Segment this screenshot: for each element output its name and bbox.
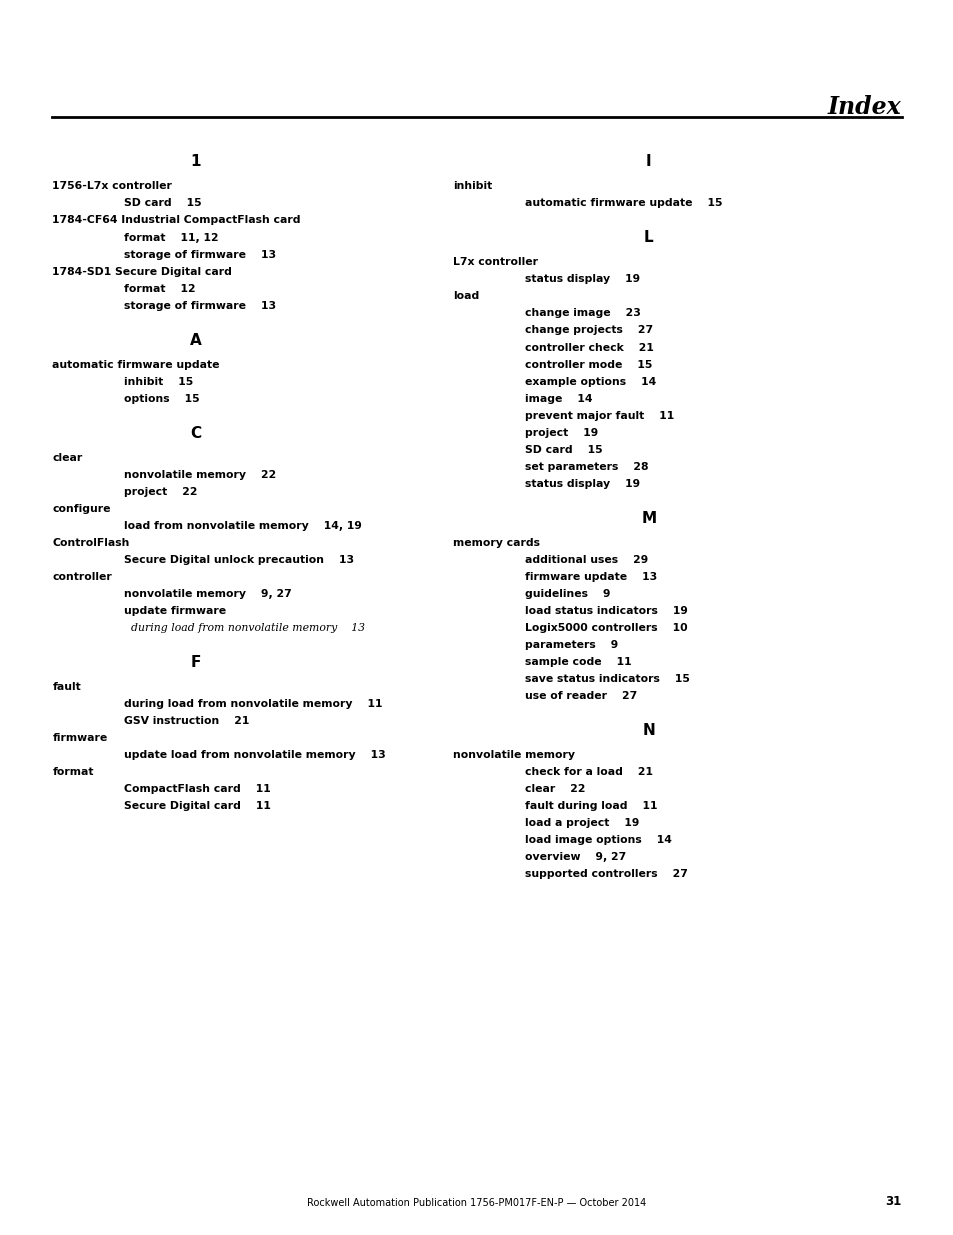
Text: overview    9, 27: overview 9, 27 xyxy=(524,852,625,862)
Text: fault: fault xyxy=(52,682,81,692)
Text: nonvolatile memory    22: nonvolatile memory 22 xyxy=(124,469,276,479)
Text: F: F xyxy=(191,655,200,669)
Text: controller check    21: controller check 21 xyxy=(524,342,653,352)
Text: sample code    11: sample code 11 xyxy=(524,657,631,667)
Text: ControlFlash: ControlFlash xyxy=(52,537,130,548)
Text: image    14: image 14 xyxy=(524,394,592,404)
Text: set parameters    28: set parameters 28 xyxy=(524,462,647,472)
Text: format    11, 12: format 11, 12 xyxy=(124,232,218,242)
Text: automatic firmware update    15: automatic firmware update 15 xyxy=(524,199,721,209)
Text: SD card    15: SD card 15 xyxy=(524,445,601,454)
Text: additional uses    29: additional uses 29 xyxy=(524,555,647,564)
Text: controller mode    15: controller mode 15 xyxy=(524,359,652,369)
Text: use of reader    27: use of reader 27 xyxy=(524,692,637,701)
Text: Rockwell Automation Publication 1756-PM017F-EN-P — October 2014: Rockwell Automation Publication 1756-PM0… xyxy=(307,1198,646,1208)
Text: Logix5000 controllers    10: Logix5000 controllers 10 xyxy=(524,622,686,634)
Text: 1756-L7x controller: 1756-L7x controller xyxy=(52,182,172,191)
Text: during load from nonvolatile memory    11: during load from nonvolatile memory 11 xyxy=(124,699,382,709)
Text: clear: clear xyxy=(52,452,83,463)
Text: 1784-SD1 Secure Digital card: 1784-SD1 Secure Digital card xyxy=(52,267,233,277)
Text: storage of firmware    13: storage of firmware 13 xyxy=(124,300,275,311)
Text: status display    19: status display 19 xyxy=(524,274,639,284)
Text: memory cards: memory cards xyxy=(453,537,539,548)
Text: save status indicators    15: save status indicators 15 xyxy=(524,674,689,684)
Text: CompactFlash card    11: CompactFlash card 11 xyxy=(124,784,271,794)
Text: C: C xyxy=(190,426,201,441)
Text: supported controllers    27: supported controllers 27 xyxy=(524,869,687,879)
Text: load status indicators    19: load status indicators 19 xyxy=(524,606,687,616)
Text: M: M xyxy=(640,511,656,526)
Text: nonvolatile memory: nonvolatile memory xyxy=(453,750,575,760)
Text: project    22: project 22 xyxy=(124,487,197,496)
Text: format    12: format 12 xyxy=(124,284,195,294)
Text: automatic firmware update: automatic firmware update xyxy=(52,359,220,369)
Text: load: load xyxy=(453,291,479,301)
Text: L7x controller: L7x controller xyxy=(453,257,537,267)
Text: during load from nonvolatile memory    13: during load from nonvolatile memory 13 xyxy=(131,622,364,634)
Text: controller: controller xyxy=(52,572,112,582)
Text: load image options    14: load image options 14 xyxy=(524,835,671,845)
Text: guidelines    9: guidelines 9 xyxy=(524,589,610,599)
Text: Secure Digital unlock precaution    13: Secure Digital unlock precaution 13 xyxy=(124,555,354,564)
Text: options    15: options 15 xyxy=(124,394,199,404)
Text: I: I xyxy=(645,154,651,169)
Text: nonvolatile memory    9, 27: nonvolatile memory 9, 27 xyxy=(124,589,292,599)
Text: example options    14: example options 14 xyxy=(524,377,656,387)
Text: 1784-CF64 Industrial CompactFlash card: 1784-CF64 Industrial CompactFlash card xyxy=(52,215,300,226)
Text: parameters    9: parameters 9 xyxy=(524,640,618,650)
Text: load from nonvolatile memory    14, 19: load from nonvolatile memory 14, 19 xyxy=(124,521,361,531)
Text: 31: 31 xyxy=(884,1194,901,1208)
Text: check for a load    21: check for a load 21 xyxy=(524,767,652,777)
Text: firmware: firmware xyxy=(52,732,108,743)
Text: Index: Index xyxy=(827,95,901,119)
Text: GSV instruction    21: GSV instruction 21 xyxy=(124,716,249,726)
Text: status display    19: status display 19 xyxy=(524,479,639,489)
Text: firmware update    13: firmware update 13 xyxy=(524,572,657,582)
Text: inhibit    15: inhibit 15 xyxy=(124,377,193,387)
Text: inhibit: inhibit xyxy=(453,182,492,191)
Text: prevent major fault    11: prevent major fault 11 xyxy=(524,411,673,421)
Text: N: N xyxy=(641,722,655,739)
Text: A: A xyxy=(190,332,201,347)
Text: configure: configure xyxy=(52,504,111,514)
Text: format: format xyxy=(52,767,94,777)
Text: Secure Digital card    11: Secure Digital card 11 xyxy=(124,802,271,811)
Text: update firmware: update firmware xyxy=(124,606,226,616)
Text: change projects    27: change projects 27 xyxy=(524,326,652,336)
Text: storage of firmware    13: storage of firmware 13 xyxy=(124,249,275,259)
Text: L: L xyxy=(643,230,653,246)
Text: change image    23: change image 23 xyxy=(524,309,639,319)
Text: project    19: project 19 xyxy=(524,427,598,437)
Text: load a project    19: load a project 19 xyxy=(524,818,639,829)
Text: 1: 1 xyxy=(190,154,201,169)
Text: clear    22: clear 22 xyxy=(524,784,584,794)
Text: update load from nonvolatile memory    13: update load from nonvolatile memory 13 xyxy=(124,750,385,760)
Text: SD card    15: SD card 15 xyxy=(124,199,201,209)
Text: fault during load    11: fault during load 11 xyxy=(524,802,657,811)
